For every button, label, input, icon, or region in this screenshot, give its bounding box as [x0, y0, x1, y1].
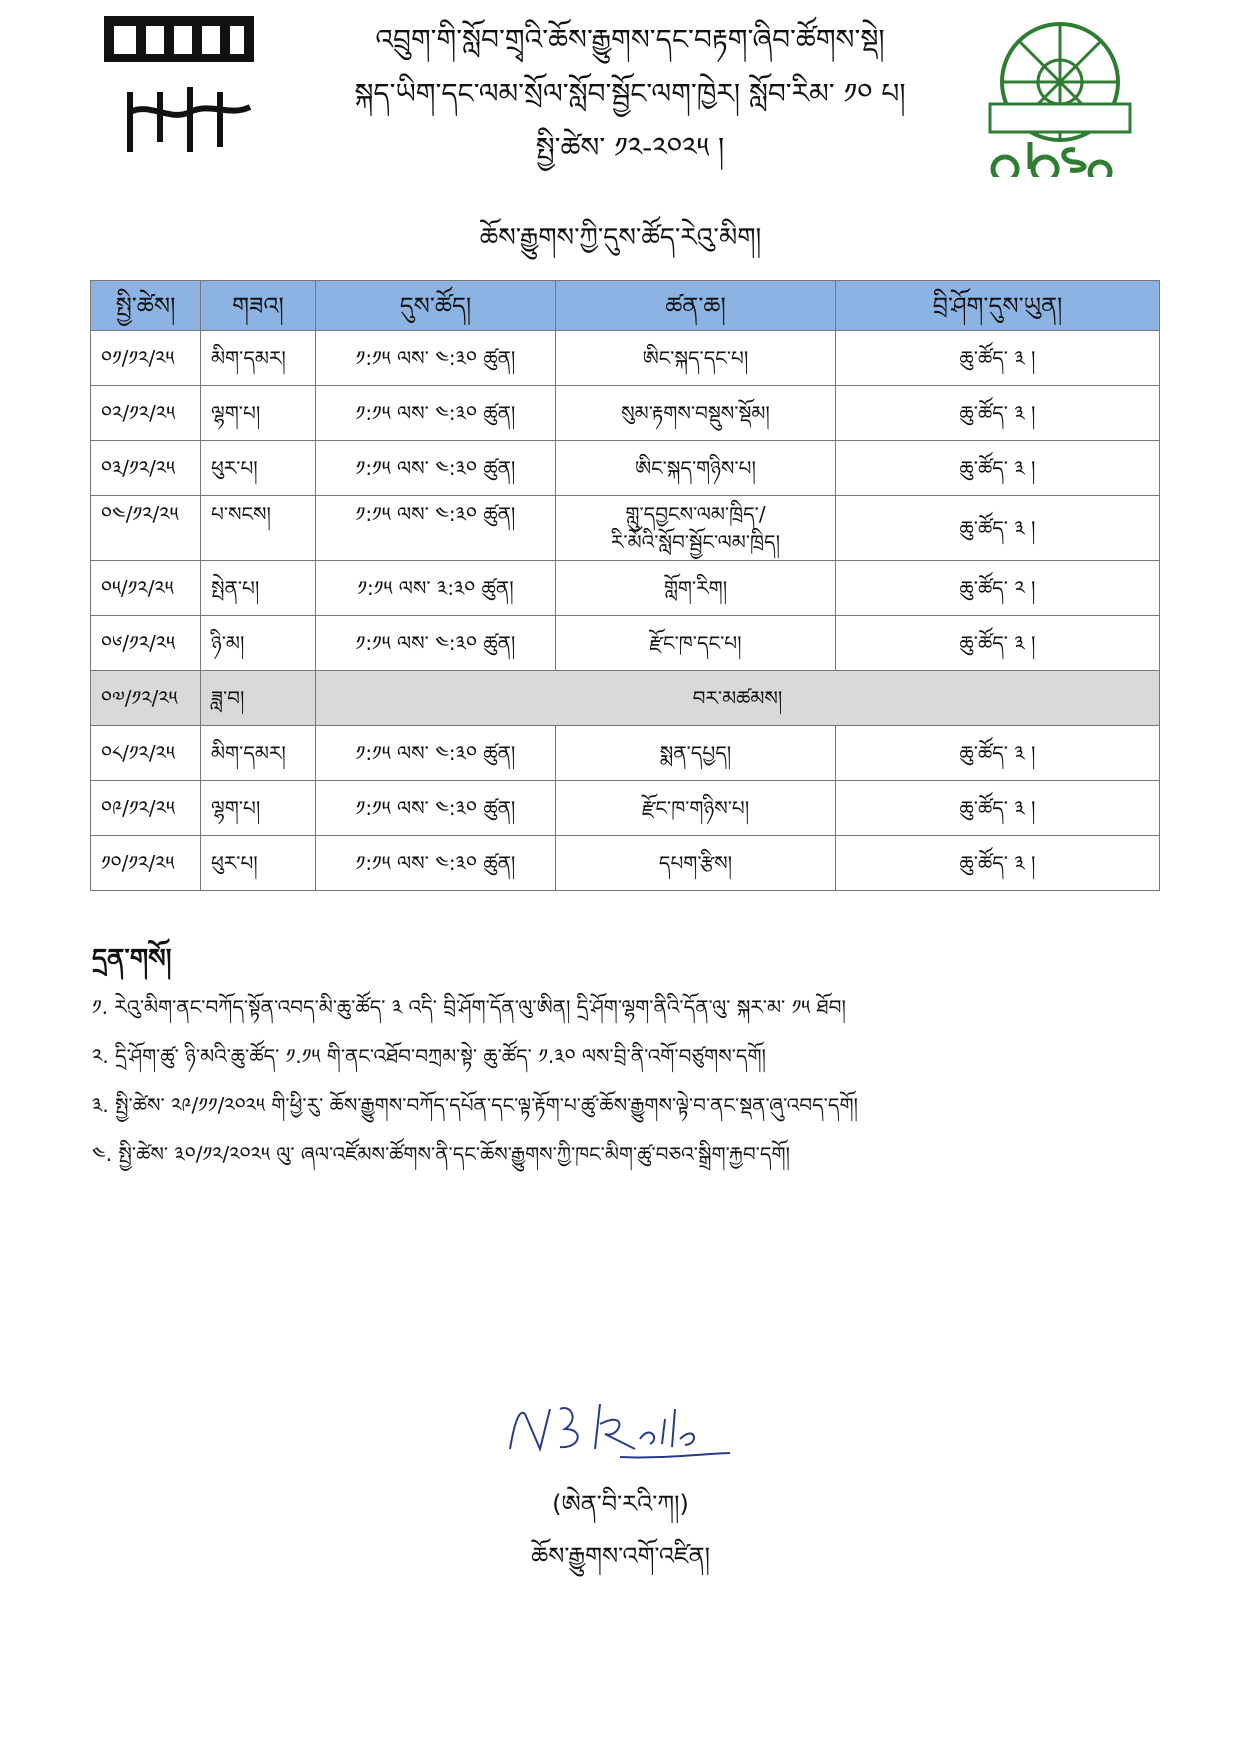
subject-cell: ཨིང་སྐད་གཉིས་པ།: [555, 440, 836, 496]
column-header-time: དུས་ཚོད།: [315, 280, 556, 331]
date-cell: ༠༣/༡༢/༢༥: [90, 440, 201, 496]
subject-cell: རྫོང་ཁ་དང་པ།: [555, 615, 836, 671]
holiday-cell: བར་མཚམས།: [315, 670, 1160, 726]
signatory-name: (ཨེན་བི་རའི་ཀ།): [552, 1490, 689, 1518]
subject-cell: རྫོང་ཁ་གཉིས་པ།: [555, 780, 836, 836]
date-cell: ༡༠/༡༢/༢༥: [90, 835, 201, 891]
column-header-duration: བྲི་ཤོག་དུས་ཡུན།: [835, 280, 1160, 331]
time-cell: ༡:༡༥ ལས་ ༣:༣༠ ཚུན།: [315, 560, 556, 616]
table-header-row: སྤྱི་ཚེས། གཟའ། དུས་ཚོད། ཚན་ཆ། བྲི་ཤོག་དུ…: [90, 280, 1160, 331]
header: འབྲུག་གི་སློབ་གྲྭའི་ཆོས་རྒྱུགས་དང་བརྟག་ཞ…: [290, 20, 970, 220]
signature: [500, 1379, 760, 1469]
time-cell: ༡:༡༥ ལས་ ༤:༣༠ ཚུན།: [315, 615, 556, 671]
date-cell: ༠༤/༡༢/༢༥: [90, 495, 201, 561]
time-cell: ༡:༡༥ ལས་ ༤:༣༠ ཚུན།: [315, 835, 556, 891]
note-item: ༡. རེའུ་མིག་ནང་བཀོད་སྟོན་འབད་མི་ཆུ་ཚོད་ …: [92, 995, 846, 1019]
day-cell: ལྷག་པ།: [200, 780, 316, 836]
subject-text: གླུ་དབྱངས་ལམ་ཁྲིད་/: [625, 502, 766, 526]
table-row: ༠༢/༡༢/༢༥ ལྷག་པ། ༡:༡༥ ལས་ ༤:༣༠ ཚུན། སུམ་རྟགས…: [90, 385, 1160, 441]
day-cell: ཟླ་བ།: [200, 670, 316, 726]
day-cell: ཕུར་པ།: [200, 440, 316, 496]
duration-cell: ཆུ་ཚོད་ ༣ །: [835, 440, 1160, 496]
date-cell: ༠༨/༡༢/༢༥: [90, 725, 201, 781]
date-cell: ༠༡/༡༢/༢༥: [90, 330, 201, 386]
day-cell: པ་སངས།: [200, 495, 316, 561]
subject-cell: གློག་རིག།: [555, 560, 836, 616]
day-cell: སྤེན་པ།: [200, 560, 316, 616]
subject-cell: ཨིང་སྐད་དང་པ།: [555, 330, 836, 386]
table-row: ༠༦/༡༢/༢༥ ཉི་མ། ༡:༡༥ ལས་ ༤:༣༠ ཚུན། རྫོང་ཁ་དང…: [90, 615, 1160, 671]
dzongkha-logo: [100, 12, 280, 172]
time-cell: ༡:༡༥ ལས་ ༤:༣༠ ཚུན།: [315, 440, 556, 496]
table-row: ༠༧/༡༢/༢༥ ཟླ་བ། བར་མཚམས།: [90, 670, 1160, 726]
exam-timetable: སྤྱི་ཚེས། གཟའ། དུས་ཚོད། ཚན་ཆ། བྲི་ཤོག་དུ…: [90, 280, 1160, 891]
day-cell: ཕུར་པ།: [200, 835, 316, 891]
subject-text: རྫོང་ཁ་དང་པ།: [649, 631, 742, 655]
subject-text: ཨིང་སྐད་དང་པ།: [642, 346, 749, 370]
note-item: ༣. སྤྱི་ཚེས་ ༢༩/༡༡/༢༠༢༥ གི་ཕྱི་རུ་ ཆོས་ར…: [92, 1093, 858, 1117]
subject-text: གློག་རིག།: [663, 576, 728, 600]
table-row: ༡༠/༡༢/༢༥ ཕུར་པ། ༡:༡༥ ལས་ ༤:༣༠ ཚུན། དཔག་རྩིས…: [90, 835, 1160, 891]
subject-text: སུམ་རྟགས་བསྡུས་སྡོམ།: [621, 401, 770, 425]
day-cell: ཉི་མ།: [200, 615, 316, 671]
subject-text: ཨིང་སྐད་གཉིས་པ།: [635, 456, 756, 480]
column-header-day: གཟའ།: [200, 280, 316, 331]
column-header-subject: ཚན་ཆ།: [555, 280, 836, 331]
day-cell: ལྷག་པ།: [200, 385, 316, 441]
signatory-title: ཆོས་རྒྱུགས་འགོ་འཛིན།: [531, 1542, 710, 1570]
header-date: སྤྱི་ཚེས་ ༡༢-༢༠༢༥ །: [535, 131, 725, 164]
subject-cell: སུམ་རྟགས་བསྡུས་སྡོམ།: [555, 385, 836, 441]
header-org-name: འབྲུག་གི་སློབ་གྲྭའི་ཆོས་རྒྱུགས་དང་བརྟག་ཞ…: [375, 23, 885, 56]
note-item: ༢. དྲི་ཤོག་ཚུ་ ཉི་མའི་ཆུ་ཚོད་ ༡.༡༥ གི་ནང…: [92, 1044, 766, 1068]
day-cell: མིག་དམར།: [200, 330, 316, 386]
duration-cell: ཆུ་ཚོད་ ༣ །: [835, 385, 1160, 441]
table-row: ༠༣/༡༢/༢༥ ཕུར་པ། ༡:༡༥ ལས་ ༤:༣༠ ཚུན། ཨིང་སྐད་…: [90, 440, 1160, 496]
header-subtitle: སྐད་ཡིག་དང་ལམ་སྲོལ་སློབ་སྦྱོང་ལག་ཁྱེར། ས…: [354, 77, 906, 110]
date-cell: ༠༩/༡༢/༢༥: [90, 780, 201, 836]
bcsea-logo: [975, 12, 1145, 185]
time-cell: ༡:༡༥ ལས་ ༤:༣༠ ཚུན།: [315, 385, 556, 441]
table-row: ༠༤/༡༢/༢༥ པ་སངས། ༡:༡༥ ལས་ ༤:༣༠ ཚུན། གླུ་དབྱང…: [90, 495, 1160, 561]
day-cell: མིག་དམར།: [200, 725, 316, 781]
time-cell: ༡:༡༥ ལས་ ༤:༣༠ ཚུན།: [315, 725, 556, 781]
date-cell: ༠༥/༡༢/༢༥: [90, 560, 201, 616]
time-cell: ༡:༡༥ ལས་ ༤:༣༠ ཚུན།: [315, 780, 556, 836]
table-row: ༠༩/༡༢/༢༥ ལྷག་པ། ༡:༡༥ ལས་ ༤:༣༠ ཚུན། རྫོང་ཁ་ག…: [90, 780, 1160, 836]
subject-cell: སྨན་དཔྱད།: [555, 725, 836, 781]
table-row: ༠༥/༡༢/༢༥ སྤེན་པ། ༡:༡༥ ལས་ ༣:༣༠ ཚུན། གློག་རི…: [90, 560, 1160, 616]
document-title: ཆོས་རྒྱུགས་ཀྱི་དུས་ཚོད་རེའུ་མིག།: [479, 223, 762, 253]
subject-text: རི་མོའི་སློབ་སྦྱོང་ལམ་ཁྲིད།: [610, 530, 781, 554]
notes-section: དྲན་གསོ། ༡. རེའུ་མིག་ནང་བཀོད་སྟོན་འབད་མི…: [92, 941, 1192, 1179]
note-item: ༤. སྤྱི་ཚེས་ ༣༠/༡༢/༢༠༢༥ ལུ་ ཞལ་འཛོམས་ཚོག…: [92, 1142, 790, 1166]
date-cell: ༠༢/༡༢/༢༥: [90, 385, 201, 441]
date-cell: ༠༦/༡༢/༢༥: [90, 615, 201, 671]
duration-cell: ཆུ་ཚོད་ ༣ །: [835, 330, 1160, 386]
subject-cell: དཔག་རྩིས།: [555, 835, 836, 891]
date-cell: ༠༧/༡༢/༢༥: [90, 670, 201, 726]
duration-cell: ཆུ་ཚོད་ ༢ །: [835, 560, 1160, 616]
table-row: ༠༡/༡༢/༢༥ མིག་དམར། ༡:༡༥ ལས་ ༤:༣༠ ཚུན། ཨིང་སྐ…: [90, 330, 1160, 386]
duration-cell: ཆུ་ཚོད་ ༣ །: [835, 780, 1160, 836]
duration-cell: ཆུ་ཚོད་ ༣ །: [835, 495, 1160, 561]
duration-cell: ཆུ་ཚོད་ ༣ །: [835, 615, 1160, 671]
table-row: ༠༨/༡༢/༢༥ མིག་དམར། ༡:༡༥ ལས་ ༤:༣༠ ཚུན། སྨན་དཔ…: [90, 725, 1160, 781]
time-cell: ༡:༡༥ ལས་ ༤:༣༠ ཚུན།: [315, 330, 556, 386]
subject-text: རྫོང་ཁ་གཉིས་པ།: [641, 796, 750, 820]
column-header-date: སྤྱི་ཚེས།: [90, 280, 201, 331]
time-cell: ༡:༡༥ ལས་ ༤:༣༠ ཚུན།: [315, 495, 556, 561]
duration-cell: ཆུ་ཚོད་ ༣ །: [835, 835, 1160, 891]
subject-text: དཔག་རྩིས།: [658, 851, 733, 875]
subject-cell: གླུ་དབྱངས་ལམ་ཁྲིད་/ རི་མོའི་སློབ་སྦྱོང་ལམ…: [555, 495, 836, 561]
duration-cell: ཆུ་ཚོད་ ༣ །: [835, 725, 1160, 781]
subject-text: སྨན་དཔྱད།: [659, 741, 732, 765]
notes-title: དྲན་གསོ།: [92, 944, 172, 974]
